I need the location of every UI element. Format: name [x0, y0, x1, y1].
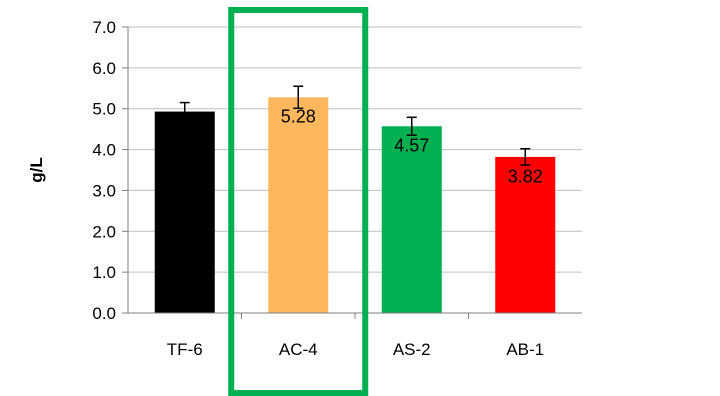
y-tick-label: 4.0 [92, 141, 116, 160]
y-tick-label: 7.0 [92, 18, 116, 37]
highlight-box [228, 7, 369, 396]
x-tick-label: AB-1 [506, 340, 544, 359]
y-tick-label: 0.0 [92, 304, 116, 323]
x-axis-categories: TF-6 AC-4 AS-2 AB-1 [167, 313, 544, 359]
data-label-ac-4: 5.28 [281, 107, 316, 127]
y-axis-label: g/L [27, 157, 46, 183]
y-tick-label: 5.0 [92, 100, 116, 119]
bar-ab-1 [495, 156, 556, 313]
x-tick-label: AS-2 [393, 340, 431, 359]
bar-as-2 [381, 126, 442, 313]
y-tick-label: 2.0 [92, 222, 116, 241]
bars [154, 97, 556, 314]
y-axis-ticks: 0.0 1.0 2.0 3.0 4.0 5.0 6.0 7.0 [92, 18, 128, 323]
x-tick-label: TF-6 [167, 340, 203, 359]
data-label-as-2: 4.57 [394, 136, 429, 156]
data-labels: 5.28 4.57 3.82 [281, 107, 543, 187]
data-label-ab-1: 3.82 [508, 166, 543, 186]
y-tick-label: 3.0 [92, 181, 116, 200]
x-tick-label: AC-4 [279, 340, 318, 359]
bar-tf-6 [154, 111, 215, 314]
y-tick-label: 1.0 [92, 263, 116, 282]
error-bars [179, 85, 531, 166]
y-tick-label: 6.0 [92, 59, 116, 78]
bar-ac-4 [268, 97, 329, 313]
